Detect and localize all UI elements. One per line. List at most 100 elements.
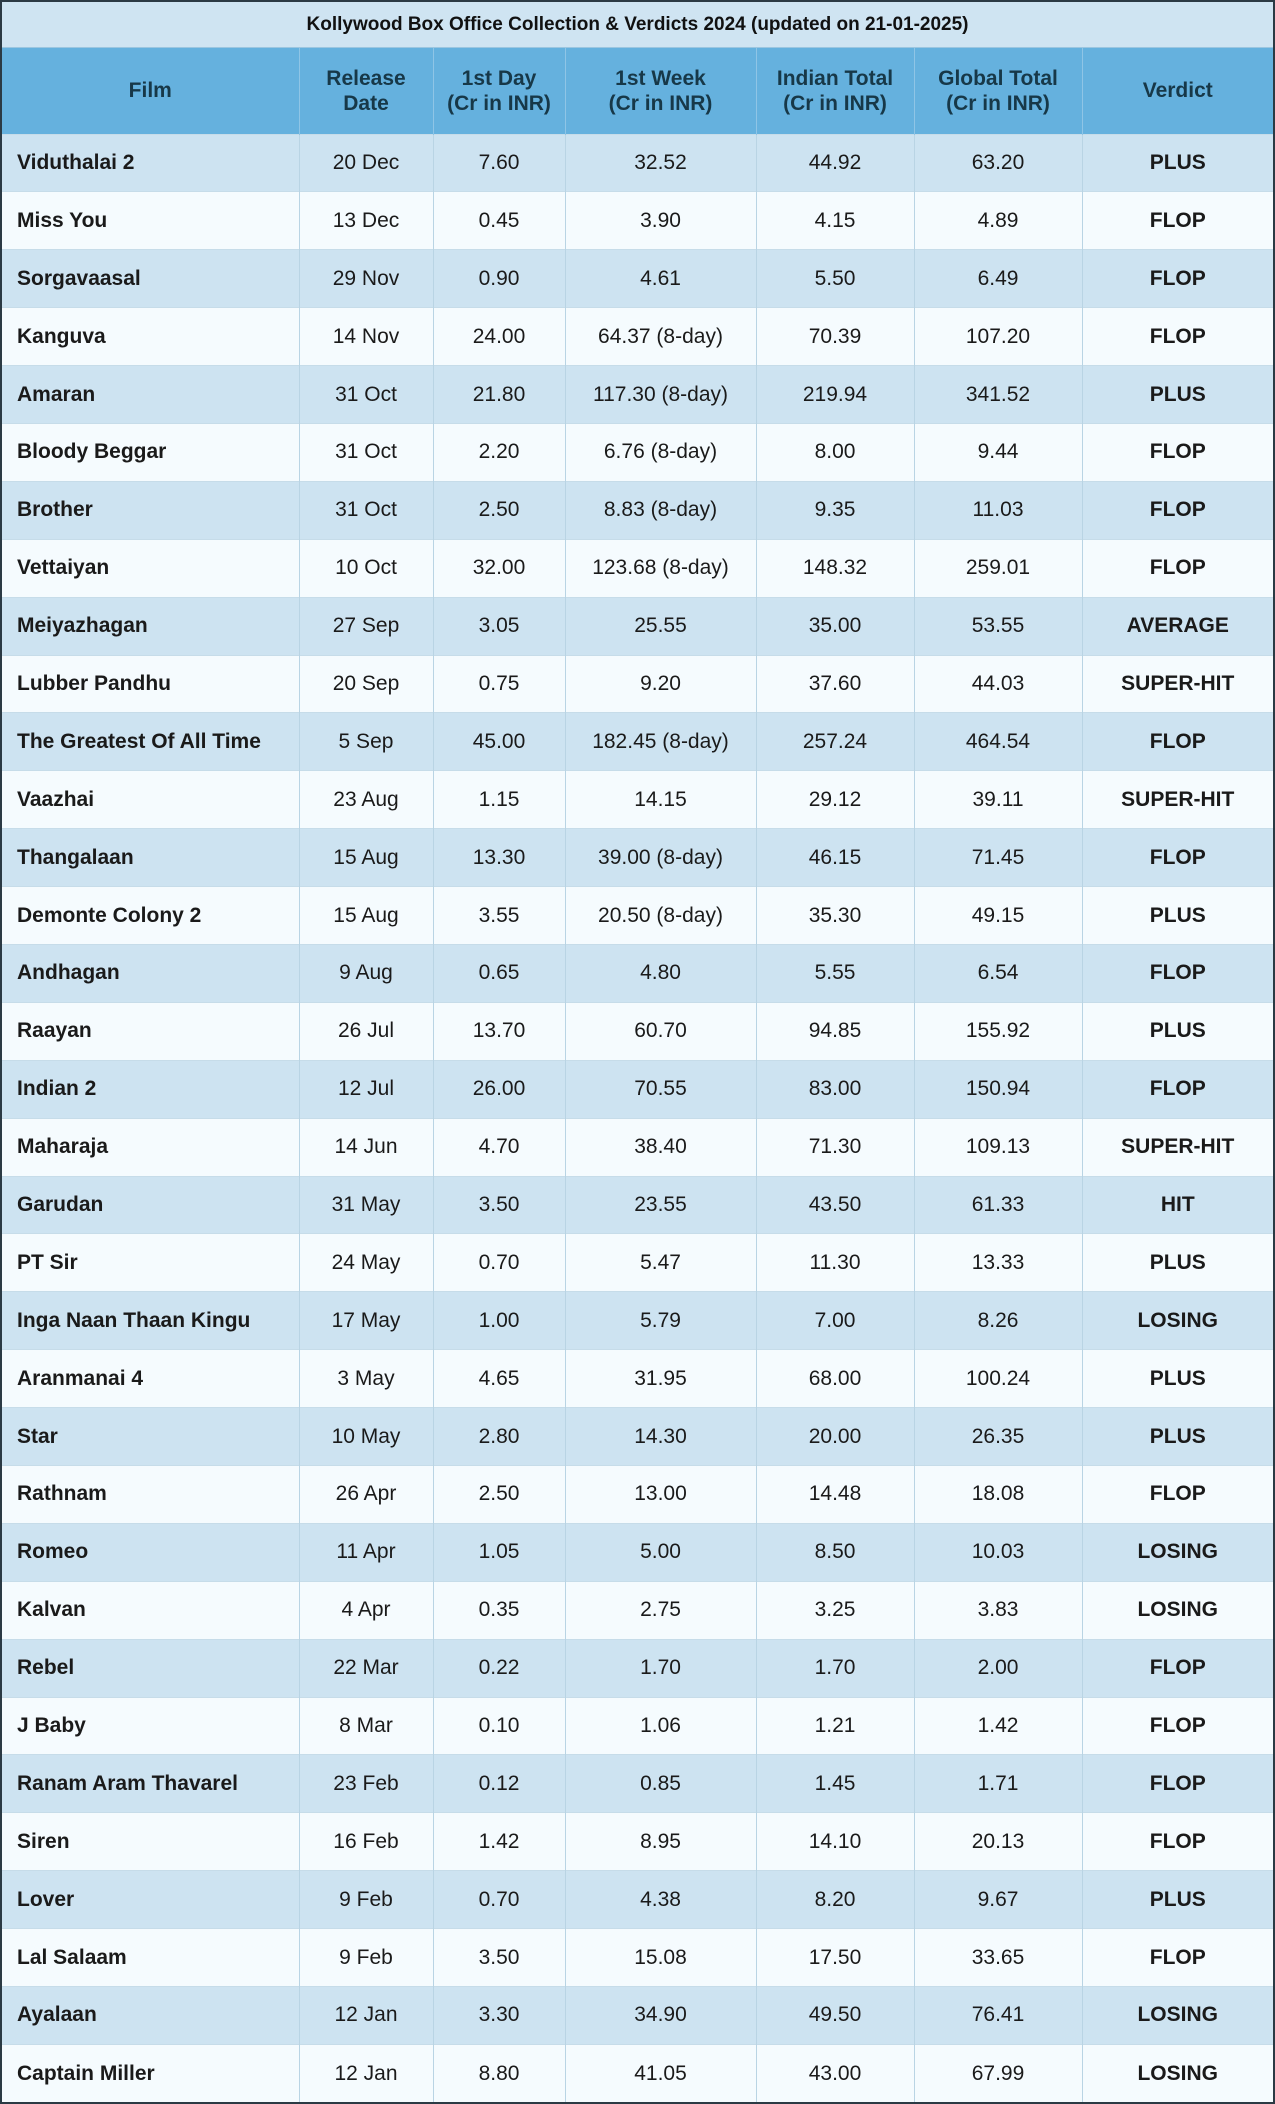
cell-global-total: 67.99 xyxy=(914,2043,1083,2103)
cell-first-week: 20.50 (8-day) xyxy=(565,886,757,945)
cell-verdict: PLUS xyxy=(1082,1407,1273,1466)
table-row: Indian 2 12 Jul 26.00 70.55 83.00 150.94 FLOP xyxy=(2,1059,1273,1119)
cell-release-date: 3 May xyxy=(299,1349,434,1408)
header-text: Film xyxy=(128,79,172,103)
cell-first-week: 15.08 xyxy=(565,1928,757,1987)
cell-first-week: 4.38 xyxy=(565,1870,757,1929)
cell-global-total: 100.24 xyxy=(914,1349,1083,1408)
cell-film: The Greatest Of All Time xyxy=(2,712,300,771)
cell-first-day: 3.55 xyxy=(433,886,566,945)
cell-verdict: FLOP xyxy=(1082,249,1273,308)
cell-global-total: 155.92 xyxy=(914,1001,1083,1061)
cell-film: Bloody Beggar xyxy=(2,422,300,482)
cell-release-date: 12 Jan xyxy=(299,2043,434,2103)
table-row: Rathnam 26 Apr 2.50 13.00 14.48 18.08 FLOP xyxy=(2,1464,1273,1524)
table-row: Thangalaan 15 Aug 13.30 39.00 (8-day) 46.15 7… xyxy=(2,828,1273,887)
cell-global-total: 6.54 xyxy=(914,943,1083,1003)
cell-release-date: 31 Oct xyxy=(299,422,434,482)
cell-first-week: 8.83 (8-day) xyxy=(565,480,757,540)
cell-verdict: SUPER-HIT xyxy=(1082,1117,1273,1177)
cell-indian-total: 1.21 xyxy=(756,1696,915,1755)
cell-film: Rathnam xyxy=(2,1464,300,1524)
cell-verdict: LOSING xyxy=(1082,1580,1273,1640)
cell-first-week: 1.06 xyxy=(565,1696,757,1755)
cell-first-week: 38.40 xyxy=(565,1117,757,1177)
cell-release-date: 9 Feb xyxy=(299,1870,434,1929)
cell-first-week: 25.55 xyxy=(565,596,757,656)
cell-indian-total: 8.00 xyxy=(756,422,915,482)
cell-indian-total: 20.00 xyxy=(756,1407,915,1466)
cell-first-week: 23.55 xyxy=(565,1175,757,1234)
cell-global-total: 76.41 xyxy=(914,1986,1083,2045)
cell-release-date: 9 Feb xyxy=(299,1928,434,1987)
table-row: Garudan 31 May 3.50 23.55 43.50 61.33 HIT xyxy=(2,1175,1273,1234)
cell-first-week: 14.15 xyxy=(565,770,757,829)
cell-first-week: 34.90 xyxy=(565,1986,757,2045)
table-row: Miss You 13 Dec 0.45 3.90 4.15 4.89 FLOP xyxy=(2,191,1273,250)
cell-first-week: 123.68 (8-day) xyxy=(565,538,757,598)
cell-first-day: 13.30 xyxy=(433,828,566,887)
cell-global-total: 3.83 xyxy=(914,1580,1083,1640)
cell-verdict: FLOP xyxy=(1082,1754,1273,1813)
cell-verdict: SUPER-HIT xyxy=(1082,770,1273,829)
cell-release-date: 17 May xyxy=(299,1291,434,1350)
cell-global-total: 49.15 xyxy=(914,886,1083,945)
cell-verdict: PLUS xyxy=(1082,1870,1273,1929)
cell-indian-total: 8.50 xyxy=(756,1522,915,1582)
cell-indian-total: 29.12 xyxy=(756,770,915,829)
cell-global-total: 33.65 xyxy=(914,1928,1083,1987)
cell-global-total: 18.08 xyxy=(914,1464,1083,1524)
cell-film: Lal Salaam xyxy=(2,1928,300,1987)
cell-verdict: HIT xyxy=(1082,1175,1273,1234)
cell-global-total: 107.20 xyxy=(914,307,1083,366)
cell-global-total: 20.13 xyxy=(914,1812,1083,1871)
cell-first-week: 32.52 xyxy=(565,133,757,192)
cell-indian-total: 9.35 xyxy=(756,480,915,540)
table-row: Lover 9 Feb 0.70 4.38 8.20 9.67 PLUS xyxy=(2,1870,1273,1929)
cell-film: Vaazhai xyxy=(2,770,300,829)
cell-verdict: LOSING xyxy=(1082,1291,1273,1350)
cell-first-day: 26.00 xyxy=(433,1059,566,1119)
cell-global-total: 4.89 xyxy=(914,191,1083,250)
cell-global-total: 61.33 xyxy=(914,1175,1083,1234)
cell-global-total: 109.13 xyxy=(914,1117,1083,1177)
cell-global-total: 1.71 xyxy=(914,1754,1083,1813)
table-row: Amaran 31 Oct 21.80 117.30 (8-day) 219.94 341… xyxy=(2,365,1273,424)
cell-film: Rebel xyxy=(2,1638,300,1698)
cell-release-date: 20 Dec xyxy=(299,133,434,192)
cell-indian-total: 17.50 xyxy=(756,1928,915,1987)
cell-first-week: 182.45 (8-day) xyxy=(565,712,757,771)
cell-verdict: PLUS xyxy=(1082,886,1273,945)
cell-verdict: FLOP xyxy=(1082,1696,1273,1755)
cell-film: Thangalaan xyxy=(2,828,300,887)
cell-release-date: 10 Oct xyxy=(299,538,434,598)
table-row: Maharaja 14 Jun 4.70 38.40 71.30 109.13 SUPER-… xyxy=(2,1117,1273,1177)
cell-first-day: 2.50 xyxy=(433,1464,566,1524)
cell-first-day: 2.20 xyxy=(433,422,566,482)
cell-release-date: 4 Apr xyxy=(299,1580,434,1640)
cell-global-total: 44.03 xyxy=(914,654,1083,713)
cell-first-week: 31.95 xyxy=(565,1349,757,1408)
cell-indian-total: 37.60 xyxy=(756,654,915,713)
cell-first-day: 8.80 xyxy=(433,2043,566,2103)
cell-indian-total: 219.94 xyxy=(756,365,915,424)
cell-global-total: 71.45 xyxy=(914,828,1083,887)
cell-first-day: 24.00 xyxy=(433,307,566,366)
cell-indian-total: 8.20 xyxy=(756,1870,915,1929)
cell-film: Star xyxy=(2,1407,300,1466)
table-row: PT Sir 24 May 0.70 5.47 11.30 13.33 PLUS xyxy=(2,1233,1273,1292)
cell-verdict: AVERAGE xyxy=(1082,596,1273,656)
table-row: Brother 31 Oct 2.50 8.83 (8-day) 9.35 11.03 FL… xyxy=(2,480,1273,540)
cell-release-date: 27 Sep xyxy=(299,596,434,656)
header-text: Release xyxy=(326,66,406,90)
cell-release-date: 9 Aug xyxy=(299,943,434,1003)
cell-first-week: 1.70 xyxy=(565,1638,757,1698)
cell-verdict: LOSING xyxy=(1082,1986,1273,2045)
table-row: Vaazhai 23 Aug 1.15 14.15 29.12 39.11 SUPER-HI… xyxy=(2,770,1273,829)
cell-release-date: 20 Sep xyxy=(299,654,434,713)
table-row: Ranam Aram Thavarel 23 Feb 0.12 0.85 1.45 1.7… xyxy=(2,1754,1273,1813)
table-row: Siren 16 Feb 1.42 8.95 14.10 20.13 FLOP xyxy=(2,1812,1273,1871)
cell-global-total: 10.03 xyxy=(914,1522,1083,1582)
cell-film: Ayalaan xyxy=(2,1986,300,2045)
